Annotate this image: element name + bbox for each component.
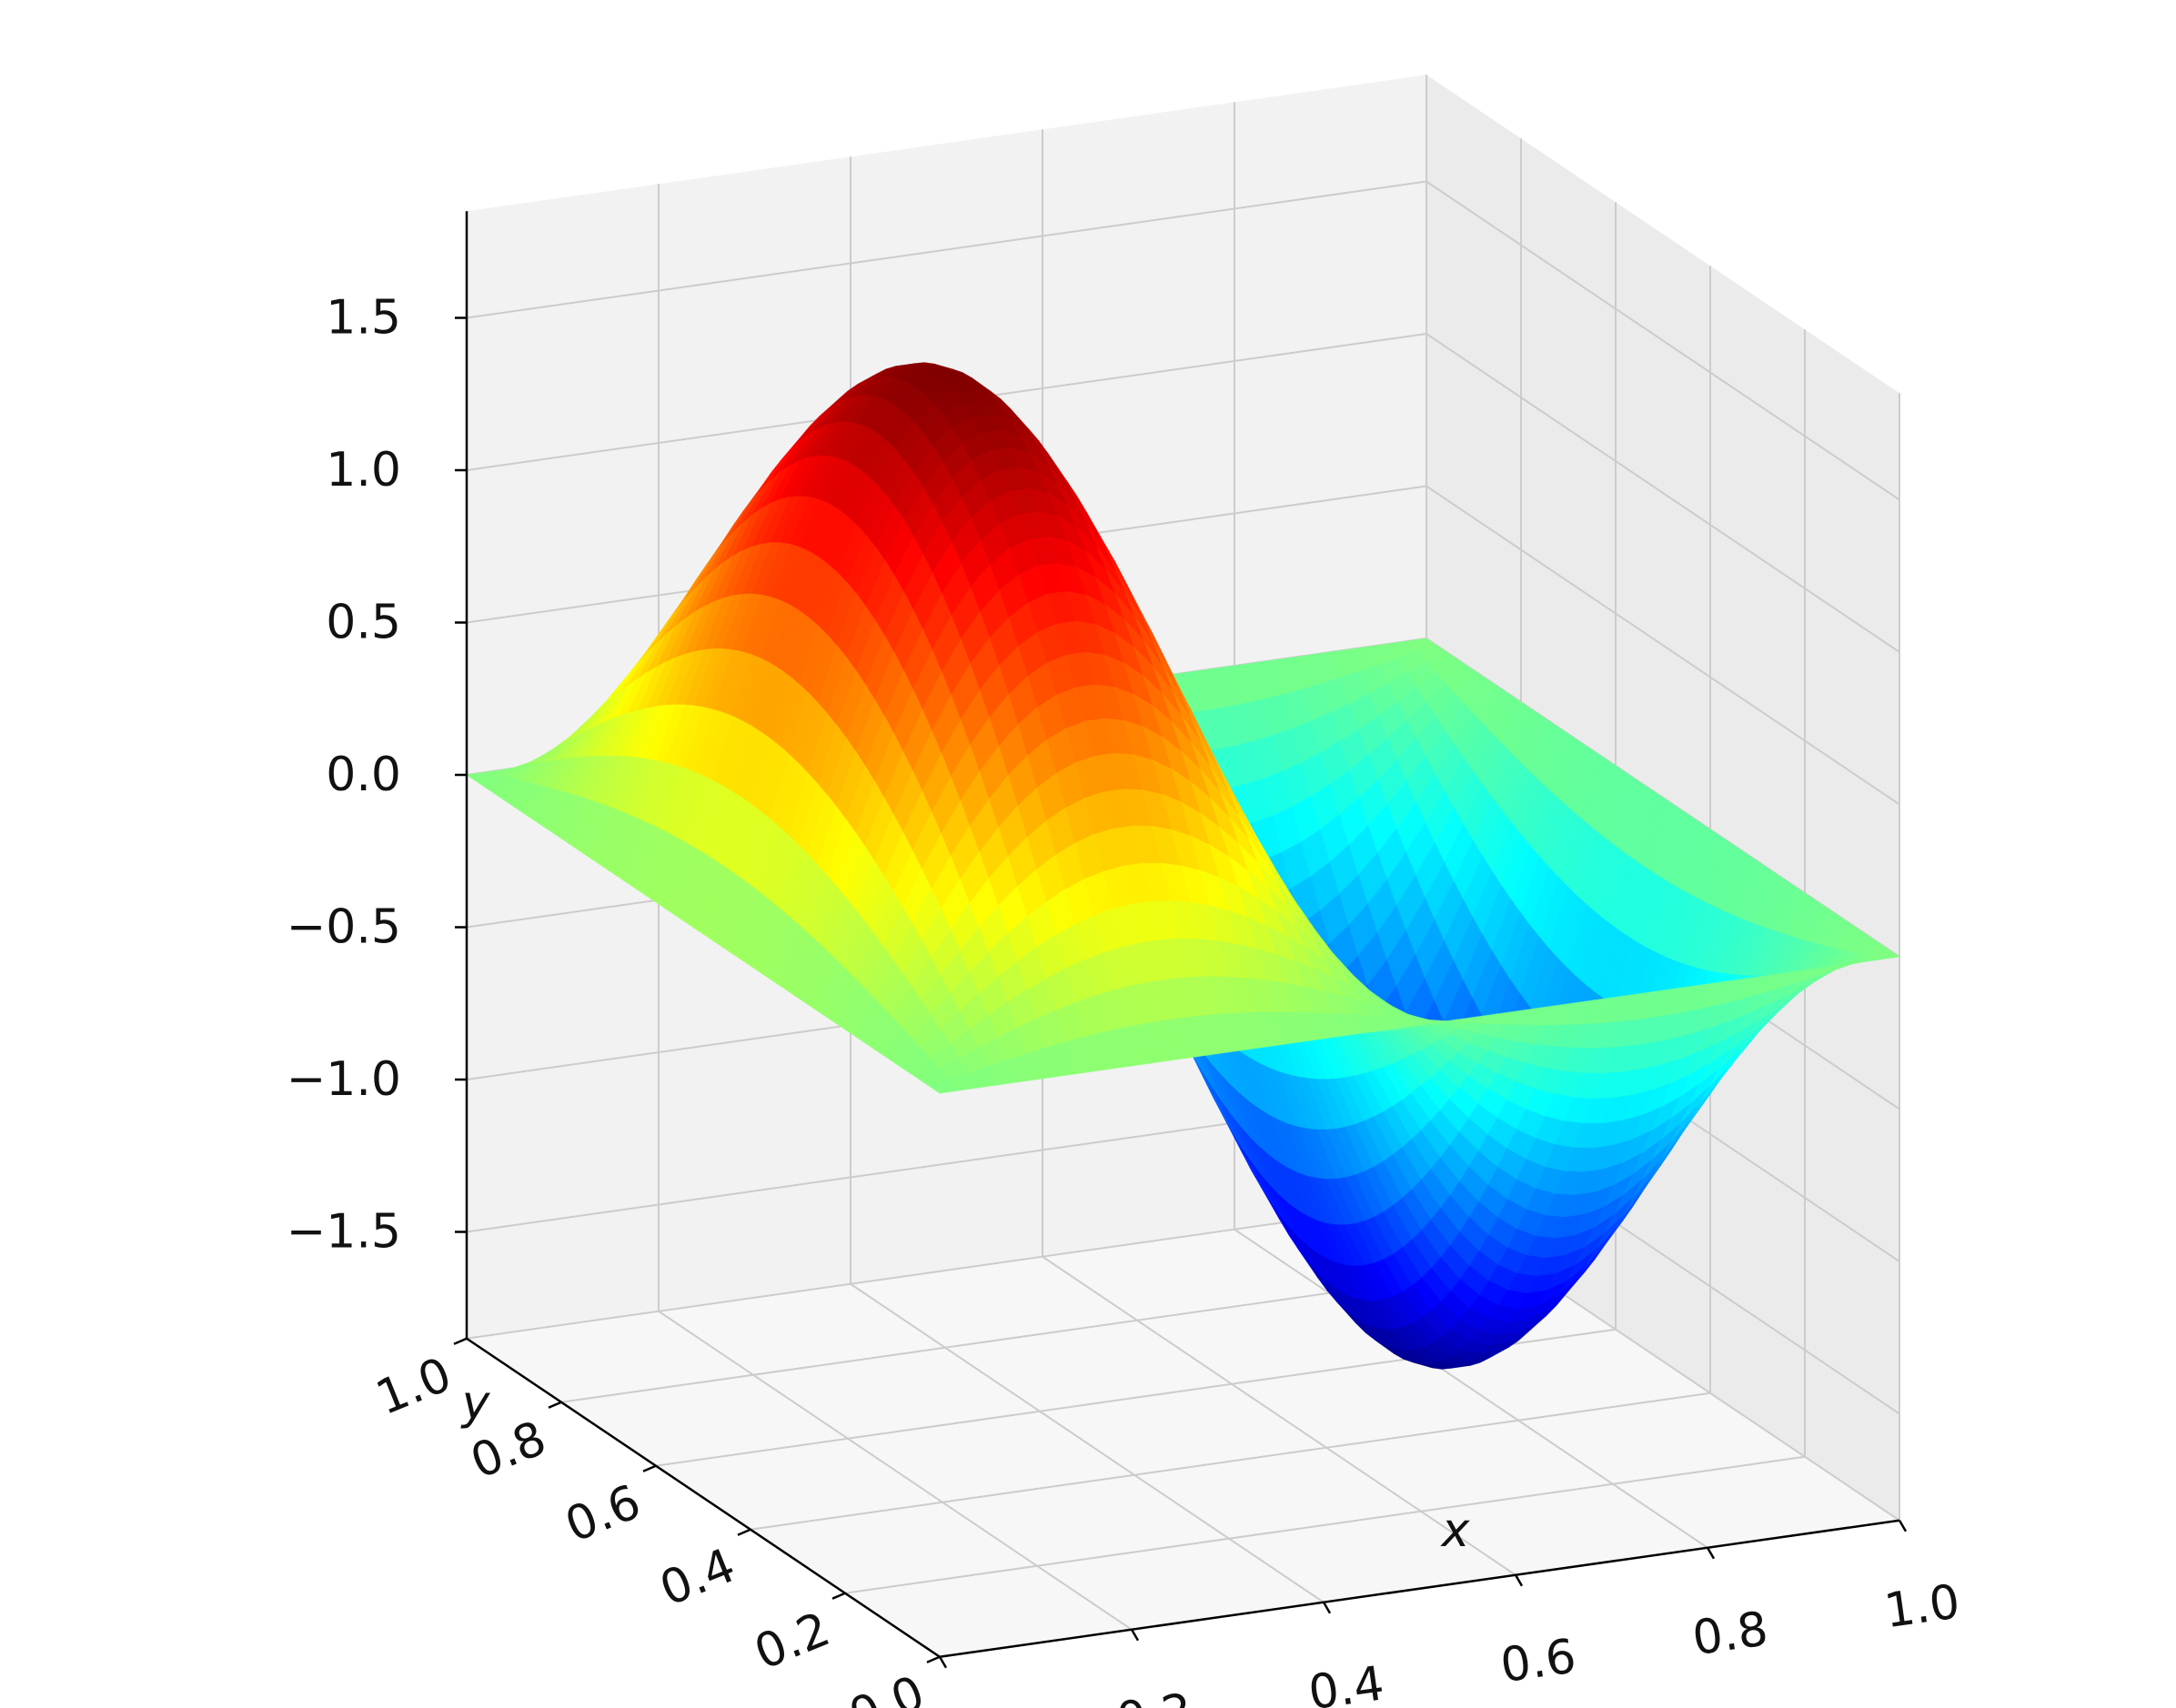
x-axis-label: x (1440, 1503, 1471, 1558)
y-axis-label: y (460, 1376, 491, 1431)
z-tick-label: 1.5 (326, 291, 401, 346)
gridline-y-floor (750, 1392, 1711, 1531)
y-axis-line (466, 1337, 941, 1658)
y-tick (831, 1592, 846, 1600)
z-tick-label: −1.5 (287, 1205, 401, 1260)
x-tick-label: 0.4 (1305, 1656, 1387, 1708)
x-tick (1514, 1574, 1524, 1587)
gridline-z-side (1425, 180, 1900, 501)
surface-mesh (465, 362, 1901, 1370)
x-axis-line (939, 1519, 1900, 1658)
y-tick (548, 1401, 562, 1409)
gridline-z-side (1425, 485, 1900, 806)
x-tick-label: 1.0 (1881, 1574, 1963, 1639)
z-tick-label: 0.5 (326, 596, 401, 650)
z-tick-label: −1.0 (287, 1052, 401, 1107)
y-tick (926, 1655, 941, 1663)
y-tick (737, 1528, 751, 1536)
gridline-x-floor (1234, 1228, 1708, 1549)
x-tick-label: 0.6 (1497, 1629, 1579, 1693)
z-tick-label: 1.0 (326, 443, 401, 497)
x-tick (1706, 1547, 1716, 1560)
x-tick (938, 1656, 948, 1669)
gridline-x-floor (658, 1310, 1133, 1631)
x-tick-label: 0.8 (1689, 1602, 1771, 1666)
gridline-y-floor (844, 1455, 1806, 1594)
gridline-x-floor (850, 1282, 1325, 1603)
y-tick (642, 1464, 657, 1472)
surface-facet (929, 1079, 960, 1094)
x-tick (1322, 1602, 1332, 1614)
z-tick-label: −0.5 (287, 900, 401, 955)
y-tick (453, 1337, 468, 1345)
z-tick-label: 0.0 (326, 748, 401, 802)
x-tick (1130, 1629, 1140, 1642)
gridline-z-side (1425, 333, 1900, 653)
gridline-z-back (466, 180, 1427, 319)
gridline-x-floor (1042, 1255, 1516, 1576)
x-tick (1898, 1520, 1908, 1532)
gridline-y-floor (466, 1201, 1427, 1340)
